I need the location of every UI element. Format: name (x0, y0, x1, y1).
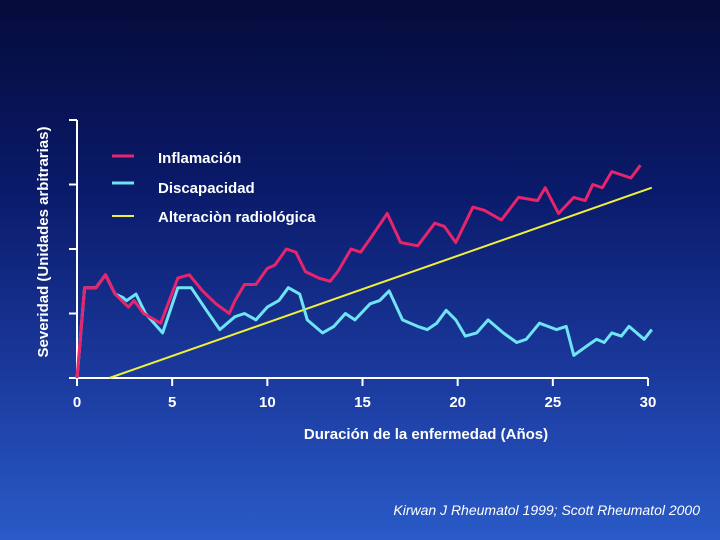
x-axis-title: Duración de la enfermedad (Años) (304, 426, 548, 443)
series-line-radiologica (109, 186, 653, 379)
series-line-discapacidad (75, 273, 653, 379)
x-tick-label: 5 (168, 394, 176, 411)
legend-label-radiologica: Alteraciòn radiológica (158, 209, 316, 226)
legend-label-inflamacion: Inflamación (158, 150, 241, 167)
legend: Inflamación Discapacidad Alteraciòn radi… (112, 150, 316, 226)
x-tick-label: 20 (449, 394, 466, 411)
series-line-inflamacion (75, 164, 642, 379)
x-tick-label: 10 (259, 394, 276, 411)
y-ticks (69, 119, 77, 379)
legend-label-discapacidad: Discapacidad (158, 180, 255, 197)
series-group (75, 164, 653, 379)
x-tick-label: 0 (73, 394, 81, 411)
y-axis-title: Severidad (Unidades arbitrarias) (35, 127, 52, 358)
x-tick-label: 15 (354, 394, 371, 411)
x-tick-label: 30 (640, 394, 657, 411)
x-ticks: 0 5 10 15 20 25 30 (73, 378, 657, 411)
source-citation: Kirwan J Rheumatol 1999; Scott Rheumatol… (393, 502, 700, 518)
x-tick-label: 25 (544, 394, 561, 411)
